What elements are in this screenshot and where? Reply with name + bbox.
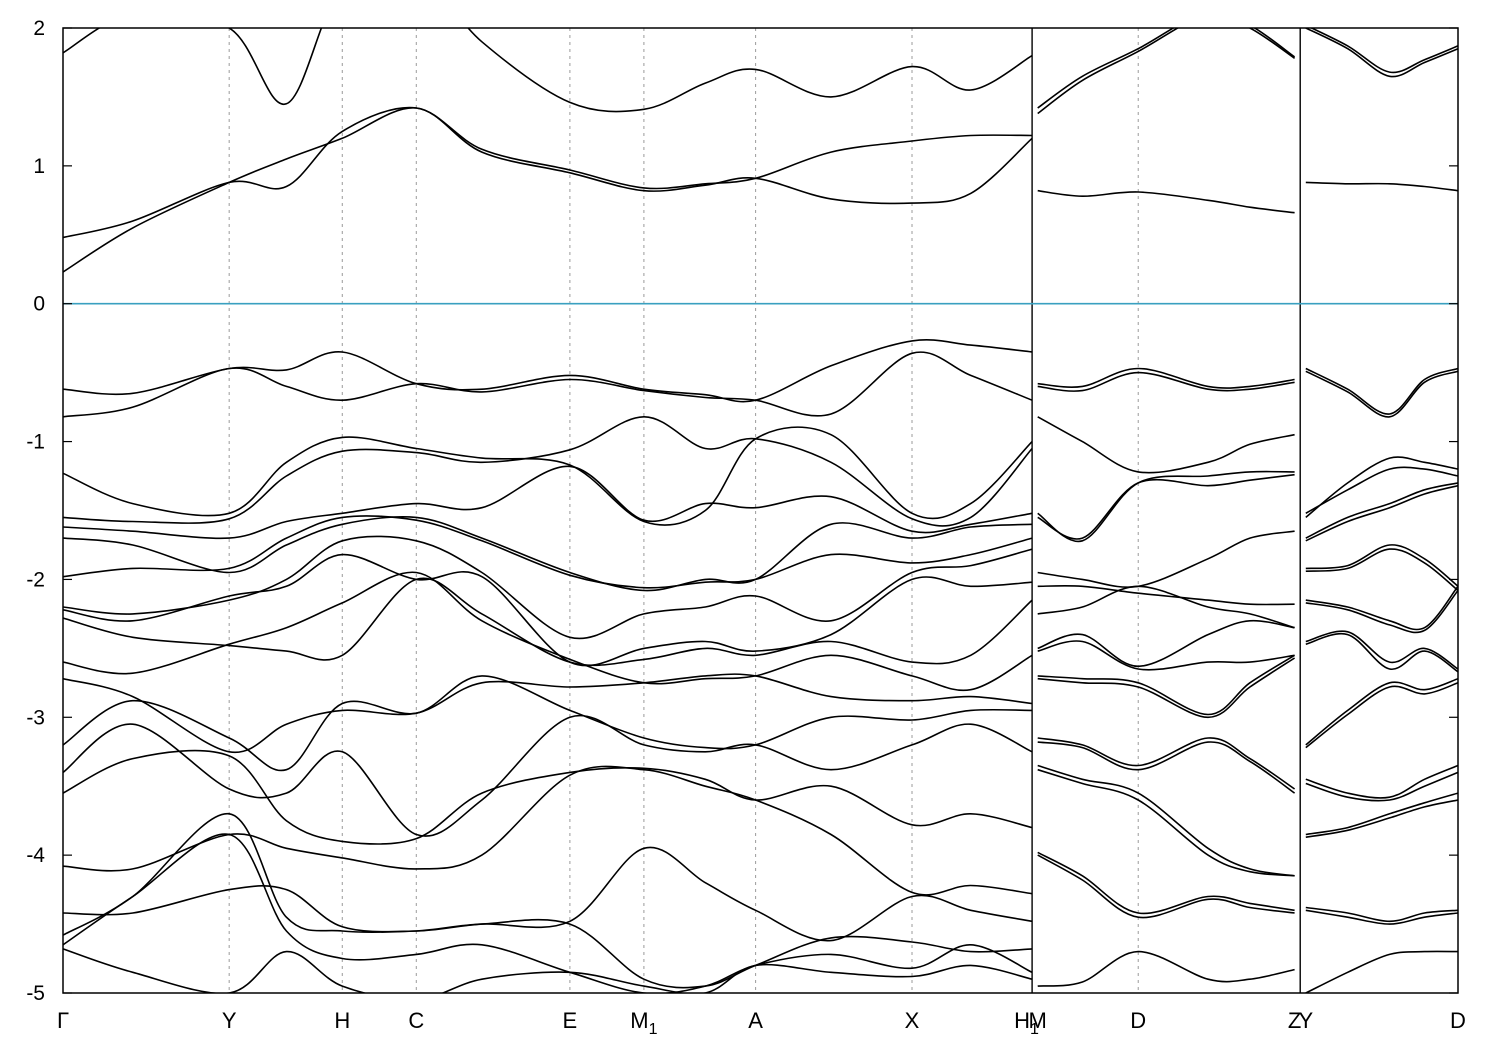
y-axis-ticks: -5 -4 -3 -2 -1 0 1 2 [26, 17, 1458, 1005]
band-1-18 [1037, 768, 1295, 877]
band-0-6 [63, 415, 1033, 527]
band-1-2 [1037, 28, 1296, 109]
ytick-label-3: -2 [26, 568, 45, 591]
band-2-4 [1305, 370, 1458, 418]
band-0-13 [63, 571, 1033, 692]
band-0-14 [63, 673, 1033, 754]
xtick-label-6: A [748, 1008, 763, 1033]
band-2-2 [1309, 28, 1458, 74]
band-2-15 [1305, 677, 1458, 746]
segment-breaks [1031, 28, 1301, 993]
xtick-label-2: H [334, 1008, 350, 1033]
band-0-20 [63, 812, 1033, 989]
band-1-12 [1037, 640, 1295, 671]
xtick-label-13: D [1450, 1008, 1466, 1033]
band-0-4 [63, 351, 1033, 418]
band-0-8 [63, 516, 1033, 592]
band-1-17 [1037, 764, 1295, 877]
band-2-19 [1305, 792, 1458, 836]
band-0-17 [63, 749, 1033, 845]
xtick-label-1: Y [222, 1008, 237, 1033]
band-1-10 [1037, 585, 1295, 629]
band-2-9 [1305, 544, 1458, 587]
band-2-6 [1305, 466, 1458, 514]
xtick-label-8: H1 [1014, 1008, 1039, 1038]
band-2-5 [1305, 456, 1458, 519]
xtick-label-4: E [563, 1008, 578, 1033]
ytick-label-1: -4 [26, 844, 45, 867]
band-0-7 [63, 465, 1033, 540]
band-1-0 [1037, 189, 1295, 214]
band-1-6 [1037, 470, 1295, 543]
band-2-22 [1305, 909, 1458, 925]
band-2-8 [1305, 484, 1458, 542]
x-axis-ticks: Γ Y H C E M1 A X H1M D ZY D [57, 1008, 1466, 1038]
band-2-18 [1305, 771, 1458, 802]
xtick-label-12: Y [1298, 1008, 1313, 1033]
ytick-label-4: -1 [26, 431, 45, 454]
band-2-20 [1305, 799, 1458, 838]
band-0-16 [63, 714, 1033, 837]
band-0-2 [63, 28, 1033, 113]
band-1-21 [1037, 950, 1295, 987]
band-0-18 [63, 765, 1033, 896]
xtick-label-5: M1 [630, 1008, 657, 1038]
band-1-1 [1037, 28, 1296, 115]
band-1-7 [1037, 473, 1295, 540]
band-2-14 [1305, 632, 1458, 673]
band-0-22 [63, 948, 1033, 993]
band-1-14 [1037, 657, 1296, 719]
plot-frame [62, 27, 1459, 994]
xtick-label-7: X [905, 1008, 920, 1033]
ytick-label-7: 2 [33, 17, 45, 40]
band-2-13 [1305, 630, 1458, 670]
band-0-5 [63, 426, 1033, 526]
band-2-10 [1305, 548, 1458, 592]
band-2-21 [1305, 906, 1458, 923]
band-1-15 [1037, 737, 1296, 790]
ytick-label-2: -3 [26, 706, 45, 729]
xtick-label-3: C [408, 1008, 424, 1033]
band-1-4 [1037, 371, 1295, 392]
band-1-16 [1037, 741, 1296, 794]
band-0-12 [63, 577, 1033, 667]
band-1-20 [1037, 854, 1295, 919]
band-1-13 [1037, 654, 1296, 716]
band-0-1 [63, 106, 1033, 239]
band-0-11 [63, 553, 1033, 667]
band-0-9 [63, 515, 1033, 589]
band-0-15 [63, 675, 1033, 772]
band-2-11 [1305, 585, 1458, 631]
band-1-11 [1037, 619, 1295, 668]
band-2-17 [1305, 764, 1458, 799]
xtick-label-11: Z [1288, 1008, 1301, 1033]
xtick-label-10: D [1130, 1008, 1146, 1033]
band-2-0 [1305, 181, 1458, 192]
xtick-label-0: Γ [57, 1008, 69, 1033]
band-1-9 [1037, 585, 1295, 606]
band-lines [63, 28, 1458, 993]
band-1-5 [1037, 416, 1295, 474]
band-1-3 [1037, 367, 1295, 389]
band-0-10 [63, 535, 1033, 640]
band-2-3 [1305, 367, 1458, 415]
band-2-23 [1305, 950, 1458, 993]
band-2-7 [1305, 482, 1458, 539]
band-2-12 [1305, 589, 1458, 634]
ytick-label-6: 1 [33, 155, 45, 178]
xtick-label-9: M [1029, 1008, 1047, 1033]
band-2-16 [1305, 682, 1458, 749]
band-1-8 [1037, 530, 1295, 588]
band-1-19 [1037, 851, 1295, 915]
band-0-19 [63, 846, 1033, 942]
band-0-21 [63, 833, 1033, 993]
ytick-label-5: 0 [33, 293, 45, 316]
ytick-label-0: -5 [26, 982, 45, 1005]
band-2-1 [1305, 28, 1458, 78]
